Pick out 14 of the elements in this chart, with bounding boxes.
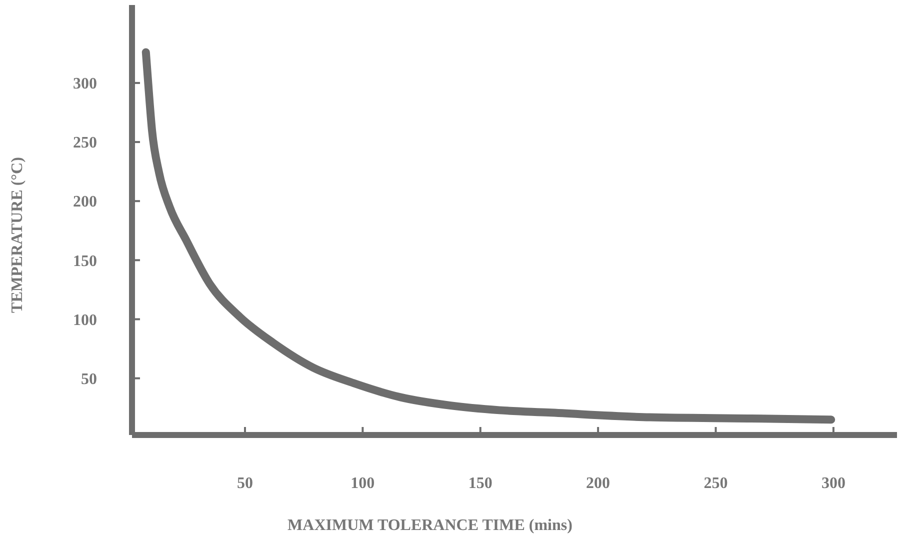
x-tick-label: 50 xyxy=(236,475,253,492)
y-tick-label: 200 xyxy=(73,194,97,211)
x-tick-label: 250 xyxy=(704,475,728,492)
x-tick-label: 300 xyxy=(821,475,846,492)
y-tick-label: 100 xyxy=(73,312,97,329)
y-tick-label: 150 xyxy=(73,252,97,270)
x-tick-label: 100 xyxy=(350,475,375,492)
y-tick-label: 250 xyxy=(73,134,97,152)
x-tick-label: 200 xyxy=(586,475,610,492)
x-tick-label: 150 xyxy=(468,475,492,492)
y-tick-label: 300 xyxy=(73,76,97,93)
y-tick-label: 50 xyxy=(81,370,97,388)
y-axis-title: TEMPERATURE (°C) xyxy=(9,157,26,313)
x-axis-title: MAXIMUM TOLERANCE TIME (mins) xyxy=(288,517,572,534)
